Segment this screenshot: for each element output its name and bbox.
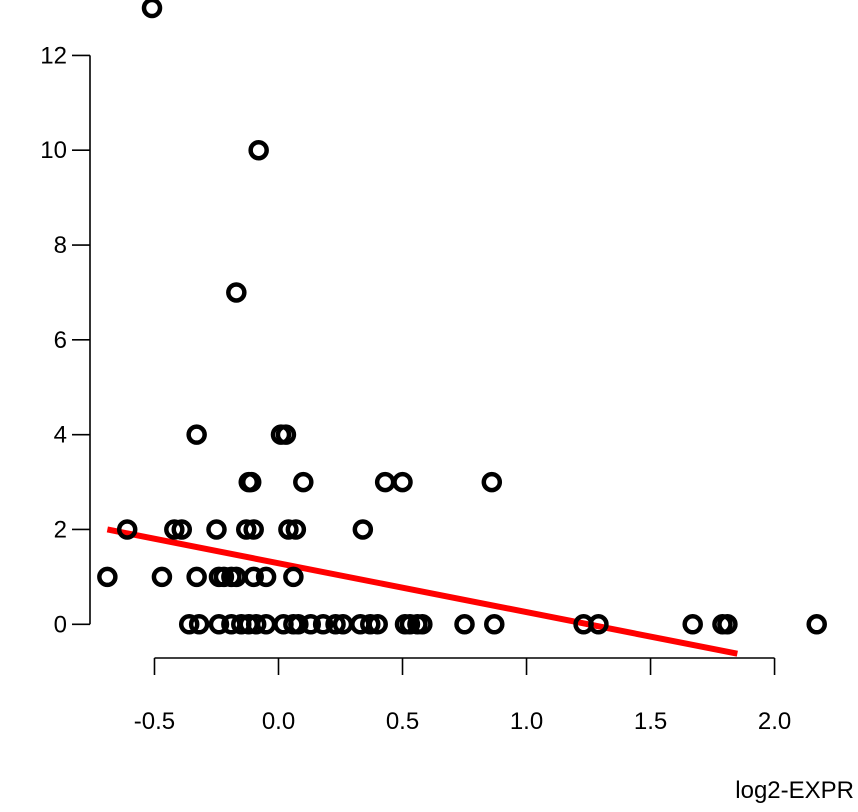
x-tick-label: -0.5	[134, 708, 175, 735]
x-tick-label: 1.5	[634, 708, 667, 735]
data-point	[186, 566, 207, 588]
data-point	[588, 614, 609, 635]
data-point	[412, 614, 433, 635]
y-tick-label: 12	[40, 42, 67, 69]
data-point	[285, 519, 307, 540]
data-point	[97, 566, 118, 588]
data-point	[171, 519, 193, 540]
y-tick-label: 6	[54, 327, 67, 354]
data-point	[243, 519, 264, 540]
data-point	[208, 614, 230, 635]
data-point	[206, 519, 227, 540]
data-point	[300, 614, 321, 635]
data-point	[141, 0, 163, 19]
y-tick-label: 8	[54, 232, 67, 259]
data-point	[481, 471, 503, 493]
data-point	[245, 614, 267, 635]
data-point	[240, 471, 262, 493]
x-axis-title: log2-EXPR	[735, 777, 854, 804]
data-point	[151, 566, 173, 588]
data-point	[325, 614, 346, 635]
data-point	[178, 614, 200, 635]
data-point	[164, 519, 185, 540]
y-tick-label: 4	[54, 422, 67, 449]
y-tick-label: 0	[54, 611, 67, 638]
data-point	[186, 424, 207, 445]
data-point	[312, 614, 334, 635]
x-axis: -0.5 0.0 0.5 1.0 1.5 2.0	[134, 657, 791, 735]
data-point	[255, 566, 277, 588]
data-point	[374, 471, 396, 493]
data-point	[278, 519, 299, 540]
data-point	[213, 566, 235, 588]
data-point	[682, 614, 703, 635]
data-point	[454, 614, 475, 635]
data-point	[288, 614, 309, 635]
y-axis: 0 2 4 6 8 10 12	[40, 42, 91, 638]
data-point	[188, 614, 210, 635]
data-point	[226, 282, 247, 303]
data-point	[360, 614, 381, 635]
data-point	[116, 519, 138, 540]
data-point	[399, 614, 421, 635]
y-tick-label: 10	[40, 137, 67, 164]
data-point	[243, 566, 264, 588]
points-layer	[97, 0, 827, 635]
data-point	[484, 614, 505, 635]
data-point	[367, 614, 388, 635]
data-point	[275, 424, 297, 445]
x-tick-label: 2.0	[758, 708, 791, 735]
data-point	[717, 614, 738, 635]
fit-layer	[106, 526, 738, 657]
y-tick-label: 2	[54, 516, 67, 543]
data-point	[283, 566, 304, 588]
data-point	[392, 471, 413, 493]
x-tick-label: 0.0	[262, 708, 295, 735]
data-point	[293, 471, 314, 493]
x-tick-label: 1.0	[510, 708, 543, 735]
data-point	[248, 139, 269, 161]
data-point	[806, 614, 827, 635]
fit-line	[106, 526, 738, 657]
x-tick-label: 0.5	[386, 708, 419, 735]
data-point	[236, 519, 257, 540]
data-point	[352, 519, 374, 540]
